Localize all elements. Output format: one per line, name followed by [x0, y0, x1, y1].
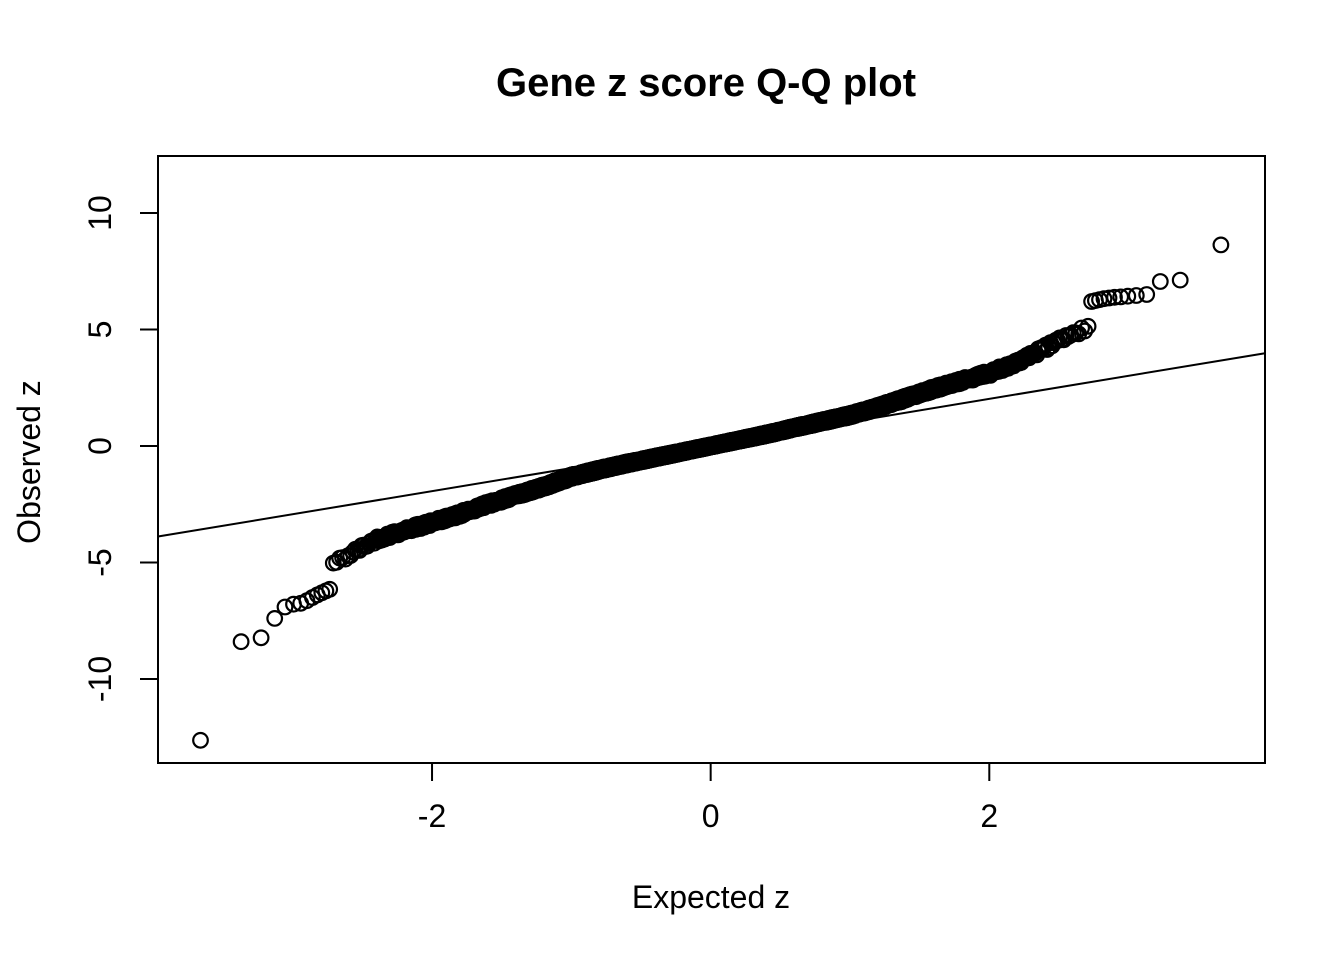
x-tick-label: 0 [702, 798, 720, 834]
y-tick-label: 5 [82, 321, 118, 339]
y-axis-ticks [140, 211, 158, 681]
x-axis-ticks [431, 763, 991, 781]
reference-line [157, 352, 1266, 538]
x-tick-label: 2 [980, 798, 998, 834]
y-axis-tick-labels: -10 -5 0 5 10 [82, 195, 118, 702]
y-tick-label: 10 [82, 195, 118, 231]
y-tick-label: 0 [82, 437, 118, 455]
x-axis-tick-labels: -2 0 2 [418, 798, 998, 834]
y-axis-label: Observed z [11, 380, 47, 544]
chart-title: Gene z score Q-Q plot [496, 61, 916, 105]
y-tick-label: -5 [82, 548, 118, 576]
x-tick-label: -2 [418, 798, 446, 834]
plot-box [157, 155, 1266, 764]
x-axis-label: Expected z [632, 879, 790, 915]
data-points [192, 236, 1230, 749]
y-tick-label: -10 [82, 656, 118, 702]
